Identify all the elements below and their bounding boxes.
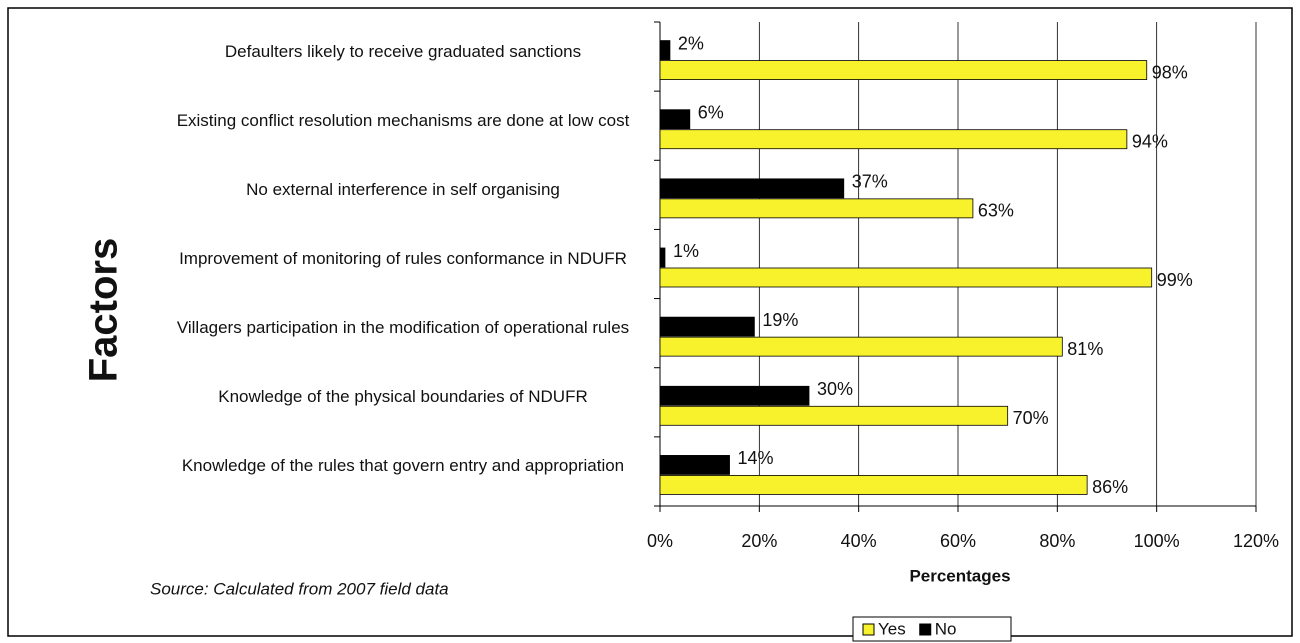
x-tick-label: 0% bbox=[647, 531, 673, 551]
bar bbox=[659, 405, 1009, 426]
bar bbox=[659, 40, 671, 60]
bar bbox=[659, 385, 810, 406]
data-label: 99% bbox=[1157, 270, 1193, 290]
bar bbox=[659, 178, 845, 199]
bar bbox=[659, 267, 1153, 288]
data-label: 14% bbox=[738, 448, 774, 468]
x-tick-label: 100% bbox=[1134, 531, 1180, 551]
x-tick-label: 40% bbox=[841, 531, 877, 551]
bar bbox=[659, 455, 730, 475]
bar bbox=[659, 129, 1128, 150]
bar bbox=[659, 316, 755, 337]
y-tick-label: Improvement of monitoring of rules confo… bbox=[179, 249, 627, 268]
y-tick-label: Villagers participation in the modificat… bbox=[176, 318, 630, 338]
x-tick-label: 80% bbox=[1039, 531, 1075, 551]
y-tick-label: Knowledge of the rules that govern entry… bbox=[181, 456, 625, 476]
bar bbox=[659, 109, 691, 130]
y-axis-title: Factors bbox=[82, 238, 126, 383]
data-label: 2% bbox=[678, 33, 704, 53]
frame bbox=[7, 7, 1293, 637]
bar bbox=[659, 247, 666, 268]
data-label: 37% bbox=[852, 172, 888, 192]
y-tick-label: Knowledge of the physical boundaries of … bbox=[218, 387, 588, 407]
data-label: 63% bbox=[978, 201, 1014, 221]
data-label: 19% bbox=[762, 310, 798, 330]
data-label: 98% bbox=[1152, 62, 1188, 82]
bar bbox=[659, 198, 974, 219]
bar bbox=[659, 60, 1148, 80]
legend-label: Yes bbox=[878, 619, 906, 638]
legend-box bbox=[852, 616, 1012, 642]
data-label: 86% bbox=[1092, 477, 1128, 497]
bar bbox=[659, 475, 1088, 495]
data-label: 70% bbox=[1013, 408, 1049, 428]
data-label: 81% bbox=[1067, 339, 1103, 359]
x-tick-label: 20% bbox=[741, 531, 777, 551]
y-tick-label: Defaulters likely to receive graduated s… bbox=[224, 41, 582, 61]
data-label: 6% bbox=[698, 102, 724, 122]
x-tick-label: 120% bbox=[1233, 531, 1279, 551]
bar bbox=[659, 336, 1063, 357]
legend-swatch bbox=[919, 623, 932, 636]
y-tick-label: No external interference in self organis… bbox=[246, 179, 560, 199]
x-axis-title: Percentages bbox=[909, 566, 1010, 585]
y-tick-label: Existing conflict resolution mechanisms … bbox=[176, 110, 630, 130]
source-note: Source: Calculated from 2007 field data bbox=[150, 579, 449, 598]
legend-label: No bbox=[935, 619, 957, 638]
data-label: 94% bbox=[1132, 131, 1168, 151]
x-tick-label: 60% bbox=[940, 531, 976, 551]
data-label: 30% bbox=[817, 379, 853, 399]
data-label: 1% bbox=[673, 241, 699, 261]
legend-swatch bbox=[862, 623, 875, 636]
